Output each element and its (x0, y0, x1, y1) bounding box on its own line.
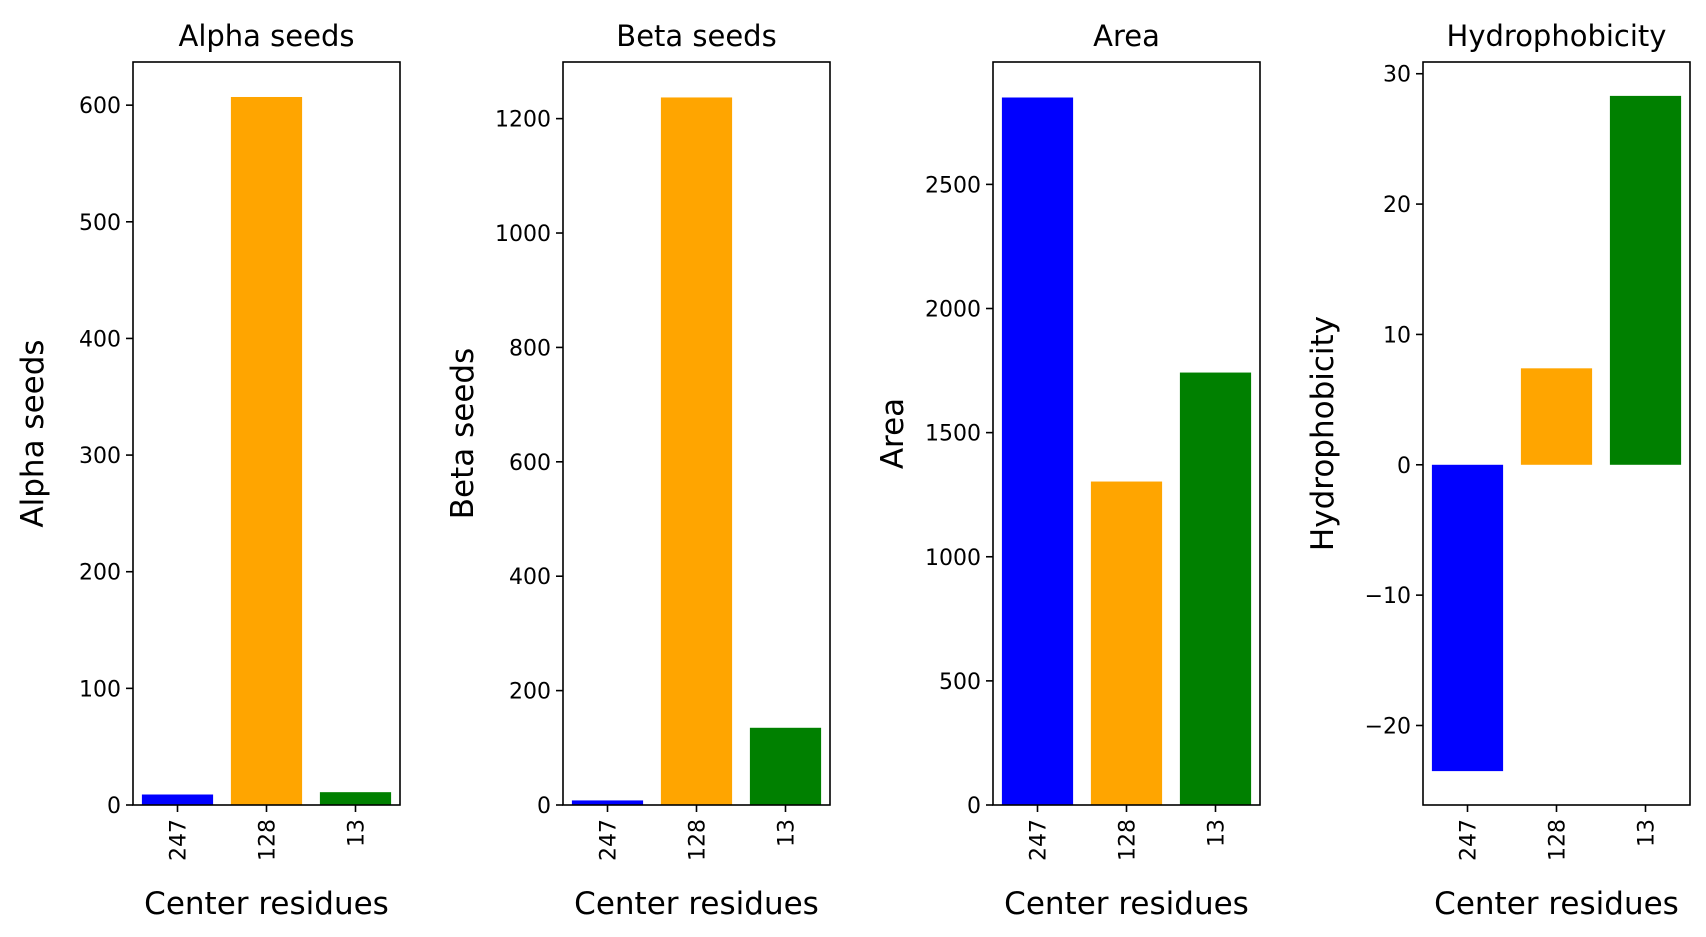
y-tick-label: −20 (1365, 714, 1411, 739)
y-tick-label: 1500 (925, 422, 981, 447)
y-tick-label: 0 (537, 794, 551, 819)
x-tick-label: 128 (1546, 819, 1571, 861)
y-tick-label: 1000 (495, 222, 551, 247)
chart-title: Beta seeds (616, 19, 776, 53)
x-tick-label: 13 (1635, 819, 1660, 847)
x-axis-label: Center residues (1434, 886, 1679, 922)
y-axis-label: Hydrophobicity (1305, 316, 1341, 551)
bar-13 (1609, 95, 1682, 465)
bar-247 (1001, 97, 1074, 806)
x-axis-label: Center residues (574, 886, 819, 922)
chart-panel-1: 0 100 200 300 400 500 600 247 128 13 Alpha seeds Ce… (15, 19, 401, 922)
y-tick-label: −10 (1365, 584, 1411, 609)
y-tick-label: 200 (79, 561, 121, 586)
y-axis-label: Area (875, 398, 911, 469)
bar-128 (1090, 481, 1163, 805)
x-tick-label: 247 (167, 819, 192, 861)
x-tick-label: 247 (597, 819, 622, 861)
x-tick-label: 247 (1457, 819, 1482, 861)
chart-title: Area (1093, 19, 1160, 53)
y-tick-label: 0 (107, 794, 121, 819)
y-tick-label: 400 (79, 327, 121, 352)
y-tick-label: 1000 (925, 546, 981, 571)
x-tick-label: 128 (686, 819, 711, 861)
x-tick-label: 247 (1027, 819, 1052, 861)
y-tick-label: 10 (1383, 323, 1411, 348)
x-axis-label: Center residues (144, 886, 389, 922)
y-tick-label: 30 (1383, 63, 1411, 88)
bar-128 (230, 96, 303, 806)
y-axis-label: Beta seeds (445, 348, 481, 519)
bar-13 (319, 792, 392, 805)
chart-title: Hydrophobicity (1447, 19, 1667, 53)
y-axis-label: Alpha seeds (15, 339, 51, 527)
y-tick-label: 600 (79, 94, 121, 119)
y-tick-label: 2000 (925, 298, 981, 323)
y-tick-label: 2500 (925, 173, 981, 198)
y-tick-label: 500 (79, 211, 121, 236)
y-tick-label: 100 (79, 677, 121, 702)
x-tick-label: 128 (1116, 819, 1141, 861)
y-tick-label: 500 (939, 670, 981, 695)
chart-panel-2: 0 200 400 600 800 1000 1200 247 128 13 Beta seeds C… (445, 19, 831, 922)
x-tick-label: 13 (345, 819, 370, 847)
y-tick-label: 600 (509, 451, 551, 476)
x-tick-label: 13 (775, 819, 800, 847)
bar-13 (749, 727, 822, 805)
x-axis-label: Center residues (1004, 886, 1249, 922)
bar-247 (571, 800, 644, 805)
y-tick-label: 200 (509, 680, 551, 705)
y-tick-label: 0 (1397, 454, 1411, 479)
bar-128 (660, 97, 733, 806)
chart-panel-4: −20 −10 0 10 20 30 247 128 13 Hydrophobicity Cente… (1305, 19, 1691, 922)
chart-panel-3: 0 500 1000 1500 2000 2500 247 128 13 Area Center r… (875, 19, 1261, 922)
bar-247 (141, 794, 214, 805)
bar-247 (1431, 464, 1504, 772)
y-tick-label: 300 (79, 444, 121, 469)
bar-13 (1179, 372, 1252, 805)
x-tick-label: 128 (256, 819, 281, 861)
y-tick-label: 1200 (495, 108, 551, 133)
y-tick-label: 400 (509, 565, 551, 590)
x-tick-label: 13 (1205, 819, 1230, 847)
chart-title: Alpha seeds (179, 19, 355, 53)
bar-128 (1520, 368, 1593, 465)
y-tick-label: 800 (509, 336, 551, 361)
y-tick-label: 0 (967, 794, 981, 819)
y-tick-label: 20 (1383, 193, 1411, 218)
